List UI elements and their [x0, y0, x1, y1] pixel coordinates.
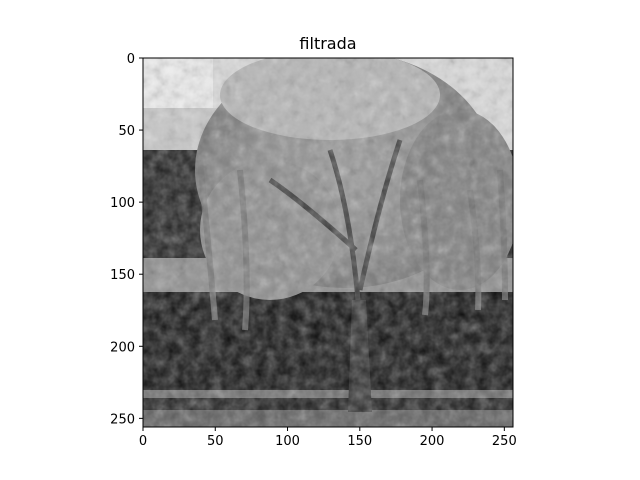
y-axis: 0 50 100 150 200 250 — [110, 52, 143, 427]
y-tick-label: 100 — [110, 196, 135, 211]
y-tick-label: 150 — [110, 268, 135, 283]
x-tick-label: 200 — [420, 434, 445, 449]
x-tick-label: 250 — [492, 434, 517, 449]
y-tick-label: 0 — [127, 52, 135, 67]
filtered-image — [143, 58, 513, 427]
x-axis: 0 50 100 150 200 250 — [139, 427, 517, 449]
y-tick-label: 200 — [110, 340, 135, 355]
y-tick-label: 50 — [118, 124, 135, 139]
y-tick-label: 250 — [110, 412, 135, 427]
axes-frame — [142, 57, 514, 428]
x-tick-label: 150 — [347, 434, 372, 449]
chart-title: filtrada — [299, 34, 356, 53]
x-tick-label: 100 — [275, 434, 300, 449]
x-tick-label: 0 — [139, 434, 147, 449]
image-texture — [143, 58, 513, 427]
x-tick-label: 50 — [207, 434, 224, 449]
